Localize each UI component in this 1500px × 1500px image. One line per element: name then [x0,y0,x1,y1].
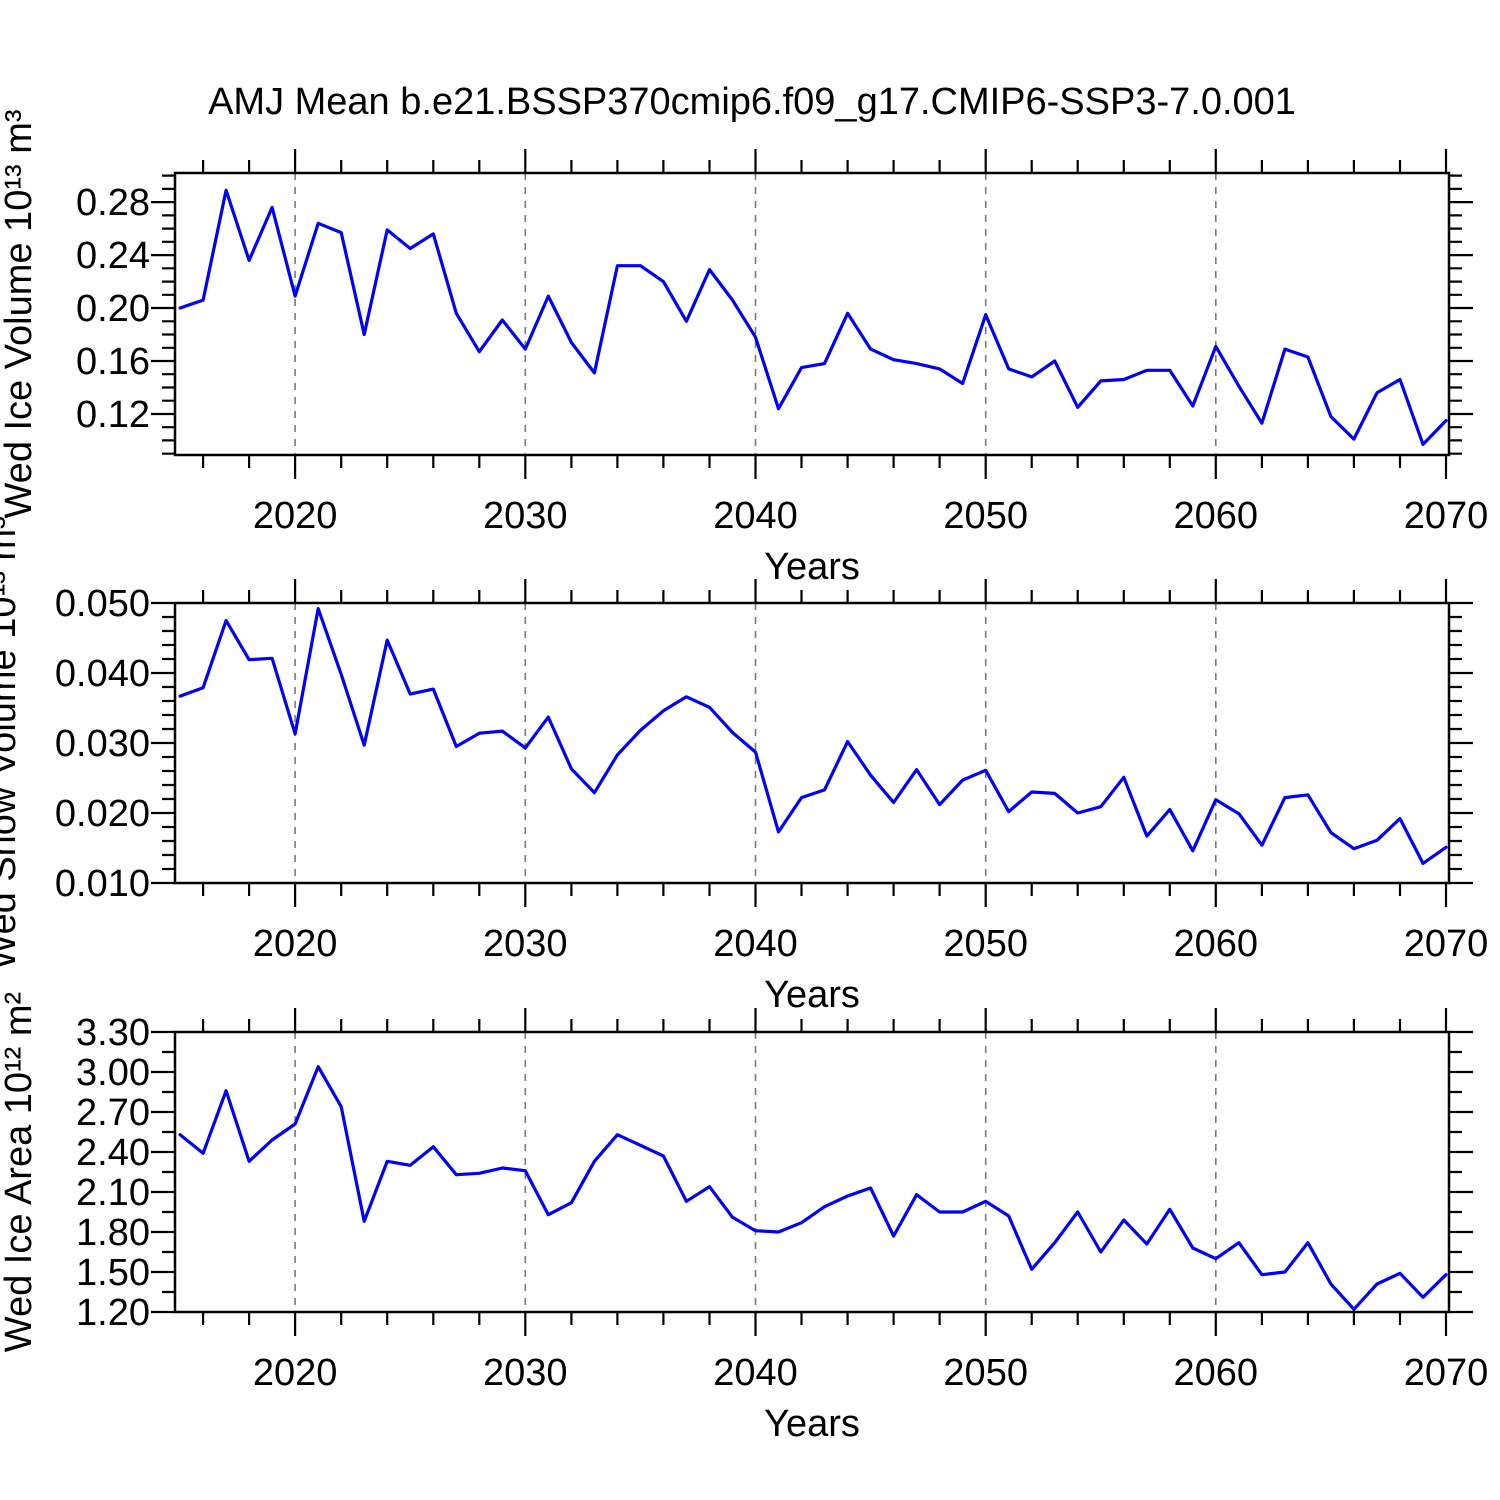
x-tick-label: 2020 [253,923,338,965]
axis-ticks [151,1008,1473,1336]
y-tick-label: 2.40 [76,1132,150,1174]
x-tick-label: 2070 [1404,1352,1489,1394]
x-tick-label: 2020 [253,1352,338,1394]
y-tick-label: 0.20 [76,288,150,330]
panels-group: 2020 2030 2040 2050 2060 2070 Years 0.12 0.16 0.2… [0,109,1488,1445]
x-tick-label: 2070 [1404,495,1489,537]
axis-frame [173,171,1451,457]
panel-ice-area: 2020 2030 2040 2050 2060 2070 Years 1.201.501.8… [0,992,1488,1445]
data-line-ice-area [178,1065,1448,1311]
x-tick-label: 2070 [1404,923,1489,965]
panel-snow-volume: 2020 2030 2040 2050 2060 2070 Years 0.010 0.020 0… [0,516,1488,1016]
y-tick-label: 1.80 [76,1212,150,1254]
chart-title: AMJ Mean b.e21.BSSP370cmip6.f09_g17.CMIP… [208,81,1296,123]
y-tick-label: 3.30 [76,1012,150,1054]
x-tick-label: 2030 [483,495,568,537]
y-tick-label: 0.12 [76,394,150,436]
y-axis-title-ice-area: Wed Ice Area 10¹² m² [0,992,40,1352]
x-tick-label: 2060 [1174,495,1259,537]
x-tick-label: 2060 [1174,1352,1259,1394]
x-tick-label: 2030 [483,923,568,965]
y-tick-label: 0.16 [76,341,150,383]
y-axis-title-ice-volume: Wed Ice Volume 10¹³ m³ [0,109,40,518]
y-tick-label: 0.040 [55,653,150,695]
axis-ticks [151,149,1473,479]
y-tick-label: 0.030 [55,723,150,765]
x-axis-title: Years [764,974,860,1016]
y-tick-label: 3.00 [76,1052,150,1094]
y-tick-label: 0.24 [76,235,150,277]
panel-ice-volume: 2020 2030 2040 2050 2060 2070 Years 0.12 0.16 0.2… [0,109,1488,588]
y-tick-label: 0.28 [76,182,150,224]
y-tick-label: 1.20 [76,1292,150,1334]
y-tick-label: 0.020 [55,793,150,835]
y-tick-label: 2.70 [76,1092,150,1134]
y-tick-label: 2.10 [76,1172,150,1214]
data-line-snow-volume [178,606,1448,866]
x-tick-label: 2050 [943,1352,1028,1394]
data-line-ice-volume [178,188,1448,446]
x-tick-label: 2060 [1174,923,1259,965]
x-axis-title: Years [764,546,860,588]
x-tick-label: 2050 [943,495,1028,537]
y-tick-label: 1.50 [76,1252,150,1294]
y-tick-label: 0.050 [55,583,150,625]
x-tick-label: 2040 [713,923,798,965]
x-tick-label: 2050 [943,923,1028,965]
y-axis-title-snow-volume: Wed Snow Volume 10¹³ m³ [0,516,24,969]
x-axis-title: Years [764,1403,860,1445]
y-tick-label: 0.010 [55,863,150,905]
axis-ticks [151,579,1473,907]
x-tick-label: 2040 [713,1352,798,1394]
x-tick-label: 2040 [713,495,798,537]
x-tick-label: 2030 [483,1352,568,1394]
x-tick-label: 2020 [253,495,338,537]
